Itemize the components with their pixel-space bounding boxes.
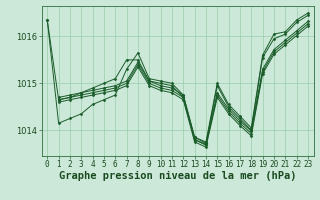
X-axis label: Graphe pression niveau de la mer (hPa): Graphe pression niveau de la mer (hPa): [59, 171, 296, 181]
